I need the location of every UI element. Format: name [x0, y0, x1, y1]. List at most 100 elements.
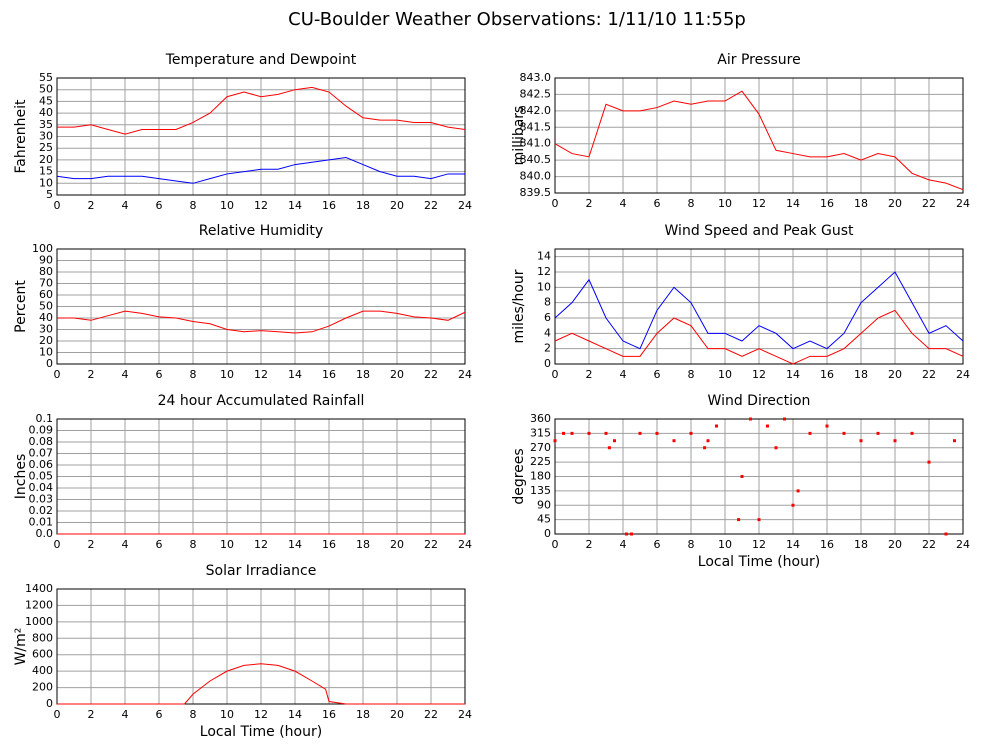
x-tick-label: 16 — [820, 368, 834, 381]
scatter-point — [796, 489, 800, 493]
x-tick-label: 8 — [688, 368, 695, 381]
x-tick-label: 6 — [156, 538, 163, 551]
y-tick-label: 50 — [39, 300, 53, 313]
plot-frame — [56, 588, 466, 705]
x-tick-label: 6 — [654, 368, 661, 381]
y-axis-label: Fahrenheit — [13, 99, 29, 174]
scatter-point — [607, 446, 611, 450]
y-tick-label: 60 — [39, 288, 53, 301]
scatter-point — [740, 475, 744, 478]
scatter-point — [706, 439, 710, 443]
y-tick-label: 0.0 — [36, 527, 54, 540]
x-tick-label: 18 — [854, 197, 868, 210]
scatter-point — [638, 431, 642, 435]
x-tick-label: 14 — [288, 199, 302, 212]
scatter-point — [944, 532, 948, 536]
y-axis-label: W/m² — [13, 628, 29, 666]
y-tick-label: 225 — [530, 455, 551, 468]
x-tick-label: 14 — [786, 368, 800, 381]
scatter-point — [893, 439, 897, 443]
chart-title: 24 hour Accumulated Rainfall — [158, 393, 365, 409]
x-tick-label: 4 — [620, 538, 627, 551]
y-tick-label: 14 — [537, 250, 551, 263]
x-tick-label: 16 — [322, 538, 336, 551]
series-line — [57, 86, 466, 135]
x-tick-label: 24 — [956, 368, 970, 381]
scatter-point — [749, 417, 752, 421]
scatter-point — [570, 431, 574, 435]
y-tick-label: 840.0 — [520, 170, 552, 183]
chart-title: Air Pressure — [717, 52, 800, 68]
x-tick-label: 14 — [288, 708, 302, 721]
chart-title: Wind Direction — [708, 393, 811, 409]
scatter-point — [783, 417, 786, 421]
x-tick-label: 2 — [88, 199, 95, 212]
x-tick-label: 14 — [288, 368, 302, 381]
y-tick-label: 0.04 — [29, 481, 54, 494]
x-tick-label: 8 — [190, 368, 197, 381]
y-tick-label: 30 — [39, 323, 53, 336]
plot-frame — [554, 418, 964, 535]
y-tick-label: 10 — [39, 346, 53, 359]
x-tick-label: 12 — [254, 538, 268, 551]
y-tick-label: 80 — [39, 265, 53, 278]
x-tick-label: 14 — [288, 538, 302, 551]
x-tick-label: 10 — [718, 538, 732, 551]
y-tick-label: 0 — [46, 357, 53, 370]
y-tick-label: 315 — [530, 426, 551, 439]
x-tick-label: 22 — [424, 538, 438, 551]
y-axis-label: Inches — [13, 454, 29, 499]
y-tick-label: 40 — [39, 311, 53, 324]
x-tick-label: 8 — [688, 538, 695, 551]
x-tick-label: 24 — [956, 538, 970, 551]
scatter-point — [757, 518, 761, 522]
chart-panel: 24 hour Accumulated RainfallInches0.00.0… — [13, 393, 472, 551]
y-tick-label: 4 — [544, 326, 551, 339]
y-axis-label: miles/hour — [511, 269, 527, 343]
y-tick-label: 35 — [39, 118, 53, 131]
y-tick-label: 0.1 — [36, 412, 54, 425]
scatter-point — [927, 460, 931, 464]
x-tick-label: 18 — [854, 368, 868, 381]
series-line — [554, 309, 964, 365]
x-tick-label: 14 — [786, 538, 800, 551]
series-line — [554, 90, 964, 191]
y-tick-label: 0 — [544, 527, 551, 540]
y-tick-label: 45 — [537, 513, 551, 526]
x-tick-label: 2 — [88, 708, 95, 721]
chart-panel: Wind Speed and Peak Gustmiles/hour024681… — [511, 223, 970, 381]
x-tick-label: 10 — [220, 538, 234, 551]
x-tick-label: 20 — [390, 368, 404, 381]
x-tick-label: 6 — [654, 197, 661, 210]
x-tick-label: 16 — [322, 199, 336, 212]
y-tick-label: 800 — [32, 631, 53, 644]
x-tick-label: 22 — [922, 197, 936, 210]
x-tick-label: 0 — [552, 368, 559, 381]
x-tick-label: 12 — [752, 197, 766, 210]
scatter-point — [953, 439, 956, 443]
y-tick-label: 12 — [537, 265, 551, 278]
x-tick-label: 20 — [888, 197, 902, 210]
y-tick-label: 90 — [537, 498, 551, 511]
scatter-point — [613, 439, 616, 443]
y-tick-label: 55 — [39, 71, 53, 84]
x-tick-label: 10 — [718, 197, 732, 210]
x-tick-label: 18 — [854, 538, 868, 551]
scatter-point — [715, 424, 718, 428]
y-tick-label: 0.01 — [29, 516, 54, 529]
y-tick-label: 0.06 — [29, 458, 54, 471]
scatter-point — [562, 431, 565, 435]
x-tick-label: 16 — [322, 708, 336, 721]
scatter-point — [774, 446, 778, 450]
y-tick-label: 0.07 — [29, 447, 54, 460]
y-tick-label: 25 — [39, 141, 53, 154]
y-tick-label: 0.08 — [29, 435, 54, 448]
y-tick-label: 20 — [39, 334, 53, 347]
scatter-point — [876, 431, 880, 435]
scatter-point — [604, 431, 608, 435]
y-axis-label: degrees — [511, 448, 527, 504]
y-tick-label: 842.0 — [520, 104, 552, 117]
